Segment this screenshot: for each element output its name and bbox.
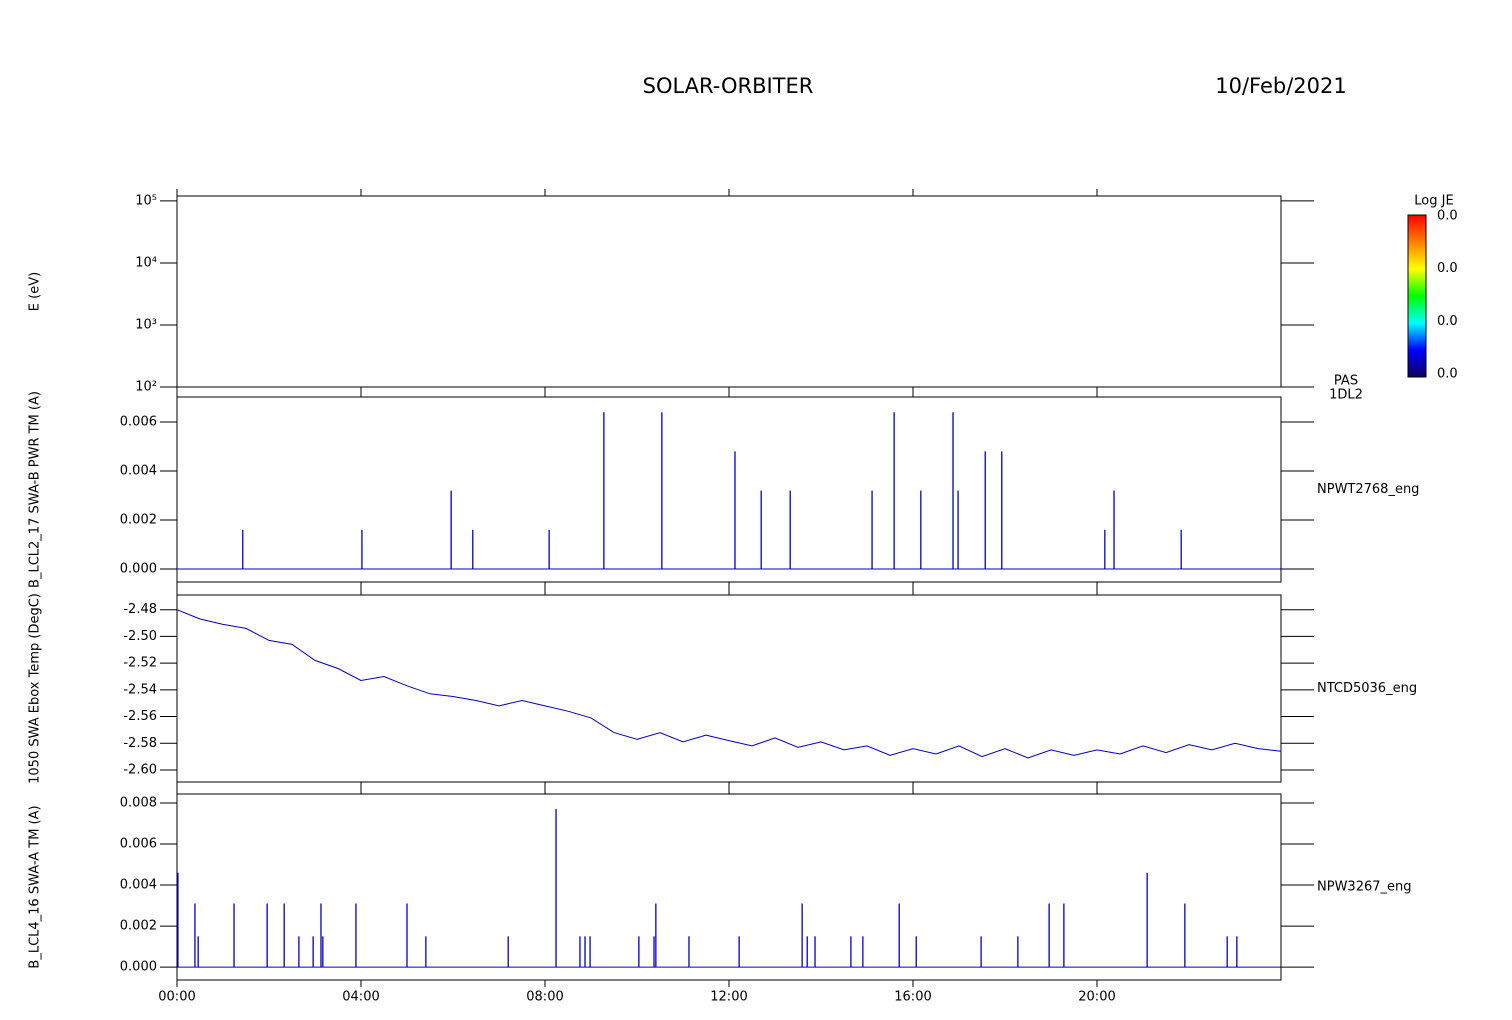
- y-axis-label: E (eV): [28, 272, 43, 311]
- colorbar: [1407, 214, 1427, 378]
- panel-label: NPWT2768_eng: [1317, 482, 1419, 497]
- panel-frame: [176, 396, 1282, 583]
- panel-label: 1DL2: [1329, 388, 1363, 403]
- y-tick-label: 0.004: [120, 464, 157, 479]
- y-tick-label: -2.50: [123, 629, 157, 644]
- y-tick-label: -2.48: [123, 602, 157, 617]
- y-tick-label: 0.004: [120, 878, 157, 893]
- y-tick-label: 0.002: [120, 919, 157, 934]
- y-tick-label: -2.54: [123, 682, 157, 697]
- x-tick-label: 12:00: [710, 990, 747, 1005]
- y-tick-label: 0.006: [120, 837, 157, 852]
- y-axis-label: B_LCL4_16 SWA-A TM (A): [28, 805, 43, 968]
- panel-label: NTCD5036_eng: [1317, 681, 1417, 696]
- chart-title: SOLAR-ORBITER: [643, 74, 814, 98]
- y-tick-label: 10³: [135, 317, 157, 332]
- y-tick-label: 0.000: [120, 960, 157, 975]
- y-axis-label: 1050 SWA Ebox Temp (DegC): [28, 593, 43, 784]
- colorbar-tick-label: 0.0: [1437, 314, 1458, 329]
- colorbar-tick-label: 0.0: [1437, 209, 1458, 224]
- y-tick-label: -2.60: [123, 762, 157, 777]
- x-tick-label: 16:00: [894, 990, 931, 1005]
- chart-date: 10/Feb/2021: [1215, 74, 1347, 98]
- y-tick-label: 10⁵: [135, 193, 157, 208]
- x-tick-label: 04:00: [342, 990, 379, 1005]
- y-tick-label: 0.008: [120, 796, 157, 811]
- x-tick-label: 20:00: [1078, 990, 1115, 1005]
- data-line: [176, 609, 1282, 759]
- y-tick-label: 0.002: [120, 513, 157, 528]
- y-tick-label: 10²: [135, 380, 157, 395]
- y-tick-label: 0.006: [120, 414, 157, 429]
- colorbar-tick-label: 0.0: [1437, 261, 1458, 276]
- y-tick-label: 10⁴: [135, 255, 157, 270]
- colorbar-title: Log JE: [1414, 194, 1453, 209]
- panel-label: NPW3267_eng: [1317, 880, 1412, 895]
- panel-frame: [176, 195, 1282, 388]
- y-tick-label: -2.58: [123, 736, 157, 751]
- colorbar-tick-label: 0.0: [1437, 367, 1458, 382]
- y-tick-label: -2.52: [123, 656, 157, 671]
- y-tick-label: -2.56: [123, 709, 157, 724]
- x-tick-label: 08:00: [526, 990, 563, 1005]
- y-tick-label: 0.000: [120, 562, 157, 577]
- panel-label: PAS: [1334, 374, 1358, 389]
- panel-frame: [176, 793, 1282, 981]
- panel-frame: [176, 594, 1282, 783]
- x-tick-label: 00:00: [158, 990, 195, 1005]
- y-axis-label: B_LCL2_17 SWA-B PWR TM (A): [28, 391, 43, 588]
